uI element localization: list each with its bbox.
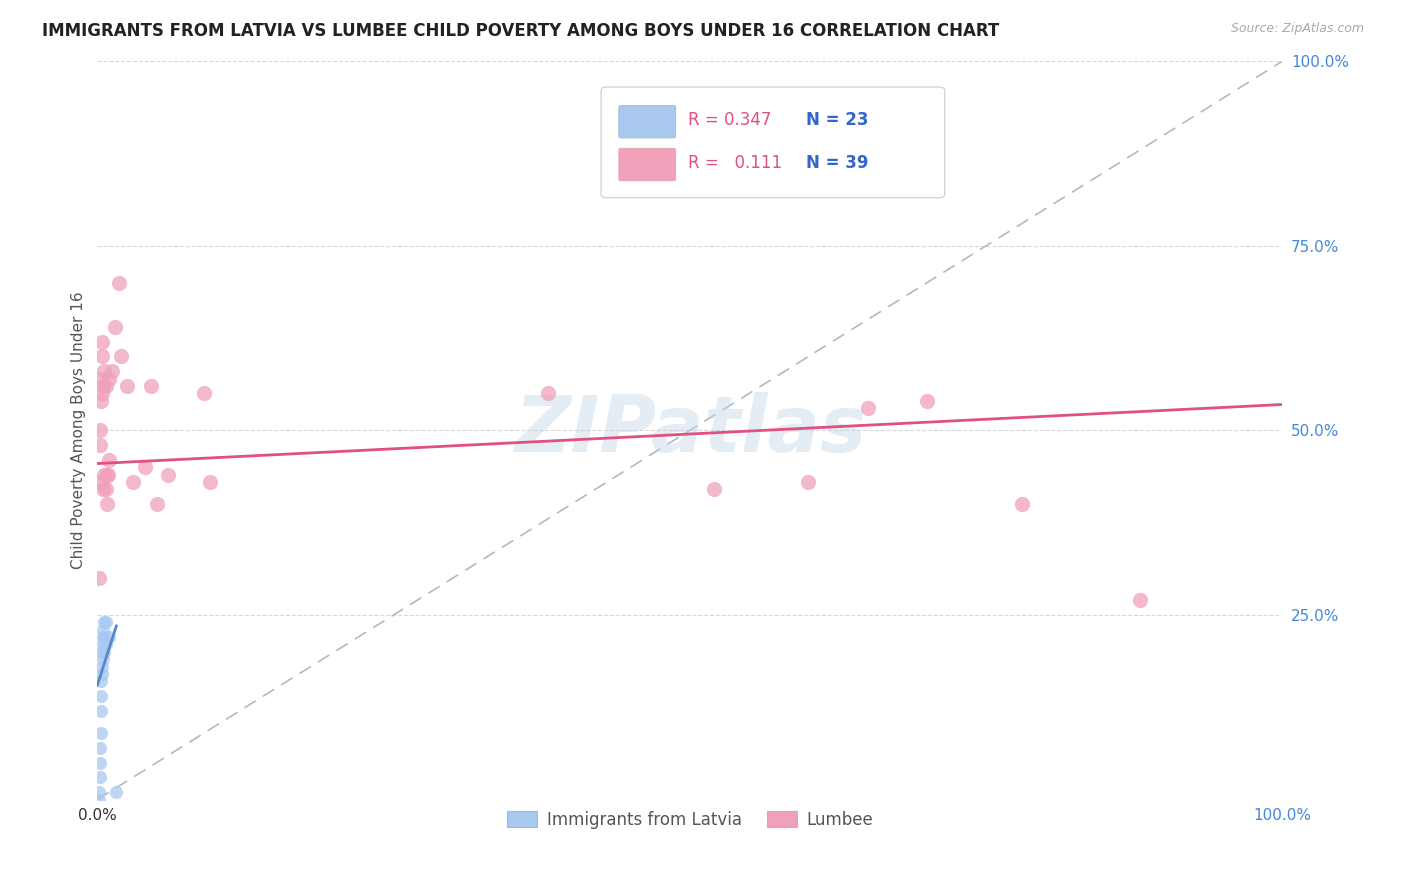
Point [93, 364, 115, 378]
Point [91, 659, 114, 673]
FancyBboxPatch shape [619, 105, 676, 138]
Text: N = 39: N = 39 [806, 154, 869, 172]
Point [93, 467, 115, 482]
Point [89, 770, 111, 784]
Point [703, 483, 725, 497]
Point [110, 350, 132, 364]
Point [91, 350, 114, 364]
Point [98, 630, 121, 644]
FancyBboxPatch shape [619, 148, 676, 181]
Point [93, 615, 115, 630]
Point [91, 483, 114, 497]
Point [94, 483, 117, 497]
Point [797, 475, 820, 489]
Point [90, 726, 112, 740]
Point [139, 379, 162, 393]
Point [97, 467, 120, 482]
Point [1011, 497, 1033, 511]
Point [91, 386, 114, 401]
Point [90, 393, 112, 408]
Point [91, 334, 114, 349]
Point [89, 438, 111, 452]
Point [90, 674, 112, 689]
Point [87, 792, 110, 806]
Point [91, 645, 114, 659]
Point [145, 497, 167, 511]
Point [107, 276, 129, 290]
Point [90, 475, 112, 489]
Point [134, 460, 156, 475]
Point [98, 453, 121, 467]
Point [94, 615, 117, 630]
Text: Source: ZipAtlas.com: Source: ZipAtlas.com [1230, 22, 1364, 36]
Text: N = 23: N = 23 [806, 112, 869, 129]
Text: R = 0.347: R = 0.347 [688, 112, 770, 129]
Point [90, 704, 112, 718]
Point [104, 320, 127, 334]
Point [87, 785, 110, 799]
Point [94, 379, 117, 393]
Point [96, 467, 118, 482]
Point [915, 393, 938, 408]
Point [115, 379, 138, 393]
Point [105, 785, 128, 799]
Point [157, 467, 180, 482]
Legend: Immigrants from Latvia, Lumbee: Immigrants from Latvia, Lumbee [501, 805, 880, 836]
Text: ZIPatlas: ZIPatlas [513, 392, 866, 468]
Point [98, 371, 121, 385]
Point [96, 497, 118, 511]
Point [91, 652, 114, 666]
Point [91, 667, 114, 681]
Point [89, 756, 111, 770]
Point [93, 645, 115, 659]
Point [537, 386, 560, 401]
Point [91, 623, 114, 637]
Point [89, 423, 111, 437]
Point [90, 689, 112, 703]
Text: IMMIGRANTS FROM LATVIA VS LUMBEE CHILD POVERTY AMONG BOYS UNDER 16 CORRELATION C: IMMIGRANTS FROM LATVIA VS LUMBEE CHILD P… [42, 22, 1000, 40]
Point [91, 379, 114, 393]
Point [91, 630, 114, 644]
Point [198, 475, 221, 489]
Point [94, 637, 117, 651]
Point [122, 475, 145, 489]
Point [89, 740, 111, 755]
FancyBboxPatch shape [600, 87, 945, 198]
Point [1129, 593, 1152, 607]
Point [93, 630, 115, 644]
Y-axis label: Child Poverty Among Boys Under 16: Child Poverty Among Boys Under 16 [72, 292, 86, 569]
Point [91, 637, 114, 651]
Point [856, 401, 879, 416]
Point [87, 571, 110, 585]
Text: R =   0.111: R = 0.111 [688, 154, 782, 172]
Point [90, 371, 112, 385]
Point [100, 364, 122, 378]
Point [193, 386, 215, 401]
